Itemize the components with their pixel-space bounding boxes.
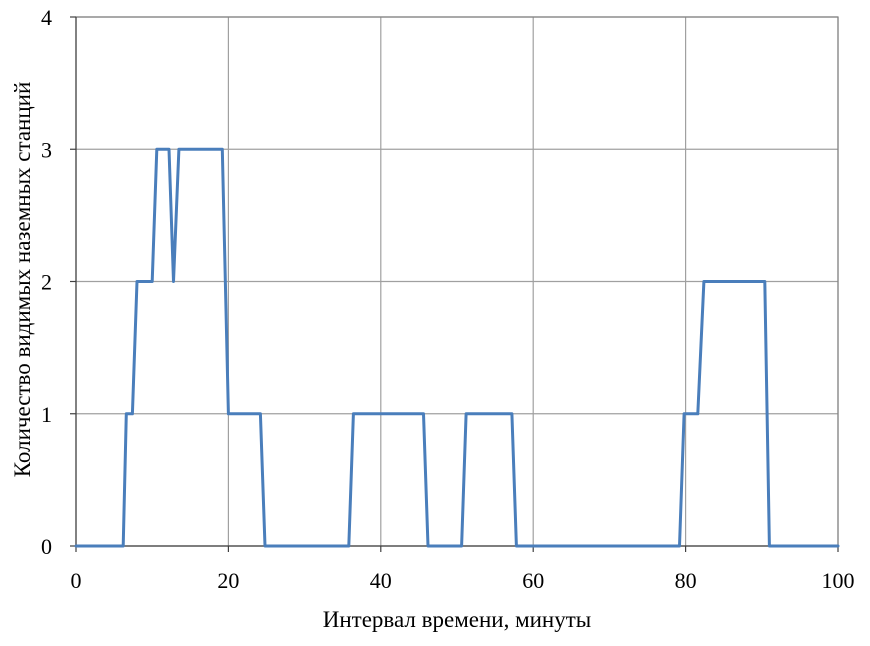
tick-labels: 0 20 40 60 80 100 0 1 2 3 4 (41, 5, 855, 593)
y-tick-label: 3 (41, 137, 52, 162)
y-axis-title: Количество видимых наземных станций (10, 82, 35, 478)
x-tick-label: 80 (675, 568, 697, 593)
x-tick-label: 0 (71, 568, 82, 593)
x-tick-label: 60 (522, 568, 544, 593)
x-tick-label: 100 (822, 568, 855, 593)
y-tick-label: 1 (41, 402, 52, 427)
series (74, 147, 840, 548)
series-line (74, 147, 840, 548)
y-tick-label: 2 (41, 270, 52, 295)
x-tick-label: 20 (217, 568, 239, 593)
x-tick-label: 40 (370, 568, 392, 593)
axes (70, 16, 839, 552)
x-axis-title: Интервал времени, минуты (323, 607, 592, 632)
y-tick-label: 4 (41, 5, 52, 30)
y-tick-label: 0 (41, 534, 52, 559)
